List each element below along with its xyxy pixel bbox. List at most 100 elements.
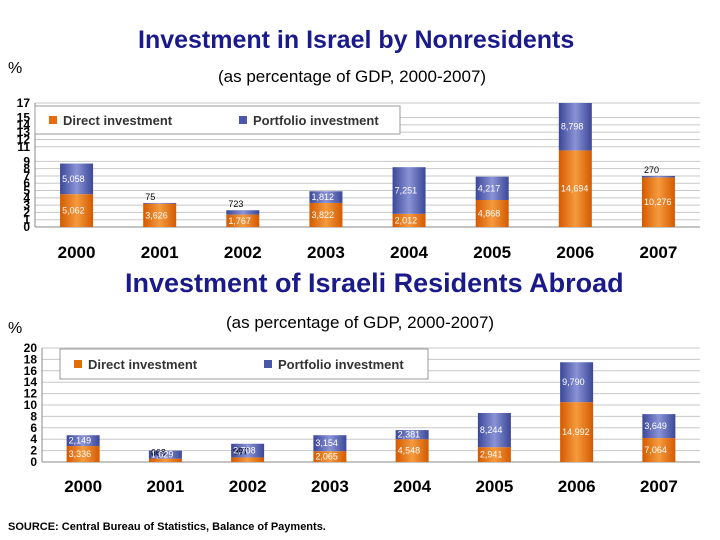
portfolio-value-label: 3,154 bbox=[315, 438, 338, 448]
direct-bar-2001 bbox=[148, 458, 182, 462]
direct-value-label: 3,626 bbox=[145, 210, 168, 220]
y-tick-label: 6 bbox=[23, 176, 30, 190]
legend-box bbox=[59, 348, 429, 380]
direct-bar-2007 bbox=[641, 177, 675, 227]
x-tick-label: 2003 bbox=[311, 477, 349, 496]
direct-bar-2001 bbox=[143, 203, 177, 227]
direct-value-label: 668 bbox=[151, 448, 166, 458]
portfolio-bar-2006 bbox=[560, 362, 594, 403]
legend-label: Portfolio investment bbox=[253, 113, 379, 128]
y-tick-label: 3 bbox=[23, 198, 30, 212]
y-tick-label: 17 bbox=[17, 96, 31, 110]
portfolio-bar-2001 bbox=[148, 450, 182, 459]
portfolio-bar-2004 bbox=[392, 167, 426, 214]
direct-value-label: 2,941 bbox=[480, 450, 503, 460]
direct-value-label: 7,064 bbox=[644, 445, 667, 455]
portfolio-bar-2007 bbox=[642, 414, 676, 439]
direct-value-label: 997 bbox=[233, 446, 248, 456]
chart1: 01234567891112131415175,0625,0583,626751… bbox=[17, 96, 700, 262]
portfolio-value-label: 2,381 bbox=[398, 430, 421, 440]
direct-bar-2003 bbox=[309, 202, 343, 227]
portfolio-bar-2007 bbox=[641, 175, 675, 178]
y-tick-label: 0 bbox=[23, 220, 30, 234]
direct-legend-swatch bbox=[49, 116, 57, 124]
portfolio-value-label: 270 bbox=[644, 165, 659, 175]
y-tick-label: 14 bbox=[17, 118, 31, 132]
direct-bar-2000 bbox=[60, 194, 94, 227]
x-tick-label: 2006 bbox=[556, 243, 594, 262]
y-tick-label: 6 bbox=[30, 421, 37, 435]
y-tick-label: 14 bbox=[24, 375, 38, 389]
y-tick-label: 2 bbox=[23, 205, 30, 219]
direct-bar-2004 bbox=[392, 213, 426, 227]
legend-box bbox=[34, 105, 401, 135]
direct-value-label: 4,548 bbox=[398, 446, 421, 456]
x-tick-label: 2005 bbox=[475, 477, 513, 496]
direct-value-label: 14,694 bbox=[561, 184, 589, 194]
portfolio-value-label: 3,649 bbox=[644, 421, 667, 431]
direct-bar-2005 bbox=[475, 200, 509, 227]
direct-bar-2002 bbox=[231, 457, 265, 462]
y-tick-label: 12 bbox=[17, 132, 31, 146]
portfolio-value-label: 2,708 bbox=[233, 446, 256, 456]
x-tick-label: 2006 bbox=[558, 477, 596, 496]
y-tick-label: 20 bbox=[24, 341, 38, 355]
legend-label: Direct investment bbox=[63, 113, 173, 128]
portfolio-value-label: 2,149 bbox=[69, 436, 92, 446]
portfolio-legend-swatch bbox=[239, 116, 247, 124]
x-tick-label: 2003 bbox=[307, 243, 345, 262]
y-tick-label: 2 bbox=[30, 444, 37, 458]
direct-legend-swatch bbox=[74, 360, 82, 368]
y-tick-label: 7 bbox=[23, 169, 30, 183]
portfolio-bar-2000 bbox=[60, 163, 94, 195]
direct-bar-2006 bbox=[558, 150, 592, 227]
portfolio-bar-2002 bbox=[231, 443, 265, 458]
x-tick-label: 2000 bbox=[64, 477, 102, 496]
x-tick-label: 2002 bbox=[224, 243, 262, 262]
y-tick-label: 13 bbox=[17, 125, 31, 139]
y-tick-label: 15 bbox=[17, 111, 31, 125]
chart1-subtitle: (as percentage of GDP, 2000-2007) bbox=[218, 67, 487, 86]
x-tick-label: 2001 bbox=[146, 477, 184, 496]
y-tick-label: 0 bbox=[30, 455, 37, 469]
portfolio-value-label: 1,812 bbox=[311, 192, 334, 202]
portfolio-bar-2006 bbox=[558, 103, 592, 151]
direct-bar-2005 bbox=[477, 447, 511, 462]
y-tick-label: 16 bbox=[24, 364, 38, 378]
x-tick-label: 2000 bbox=[58, 243, 96, 262]
portfolio-bar-2003 bbox=[313, 435, 347, 452]
legend-label: Direct investment bbox=[88, 357, 198, 372]
direct-bar-2003 bbox=[313, 451, 347, 462]
portfolio-value-label: 8,244 bbox=[480, 425, 503, 435]
direct-bar-2006 bbox=[560, 402, 594, 462]
x-tick-label: 2005 bbox=[473, 243, 511, 262]
source-note: SOURCE: Central Bureau of Statistics, Ba… bbox=[8, 521, 326, 533]
y-tick-label: 8 bbox=[23, 162, 30, 176]
portfolio-bar-2000 bbox=[66, 435, 100, 447]
x-tick-label: 2004 bbox=[393, 477, 431, 496]
portfolio-value-label: 75 bbox=[145, 192, 155, 202]
direct-value-label: 10,276 bbox=[644, 197, 672, 207]
chart1-title: Investment in Israel by Nonresidents bbox=[138, 26, 575, 54]
chart2-unit-label: % bbox=[8, 320, 23, 337]
portfolio-value-label: 1,629 bbox=[151, 450, 174, 460]
direct-value-label: 14,992 bbox=[562, 427, 590, 437]
y-tick-label: 9 bbox=[23, 154, 30, 168]
y-tick-label: 18 bbox=[24, 352, 38, 366]
direct-value-label: 2,012 bbox=[395, 215, 418, 225]
direct-bar-2002 bbox=[226, 214, 260, 227]
x-tick-label: 2002 bbox=[229, 477, 267, 496]
direct-value-label: 4,868 bbox=[478, 209, 501, 219]
portfolio-value-label: 9,790 bbox=[562, 377, 585, 387]
y-tick-label: 10 bbox=[24, 398, 38, 412]
y-tick-label: 8 bbox=[30, 409, 37, 423]
y-tick-label: 12 bbox=[24, 387, 38, 401]
chart1-unit-label: % bbox=[8, 60, 23, 77]
x-tick-label: 2004 bbox=[390, 243, 428, 262]
x-tick-label: 2001 bbox=[141, 243, 179, 262]
chart2-title: Investment of Israeli Residents Abroad bbox=[125, 268, 624, 298]
y-tick-label: 1 bbox=[23, 213, 30, 227]
x-tick-label: 2007 bbox=[640, 477, 678, 496]
portfolio-bar-2001 bbox=[143, 202, 177, 204]
